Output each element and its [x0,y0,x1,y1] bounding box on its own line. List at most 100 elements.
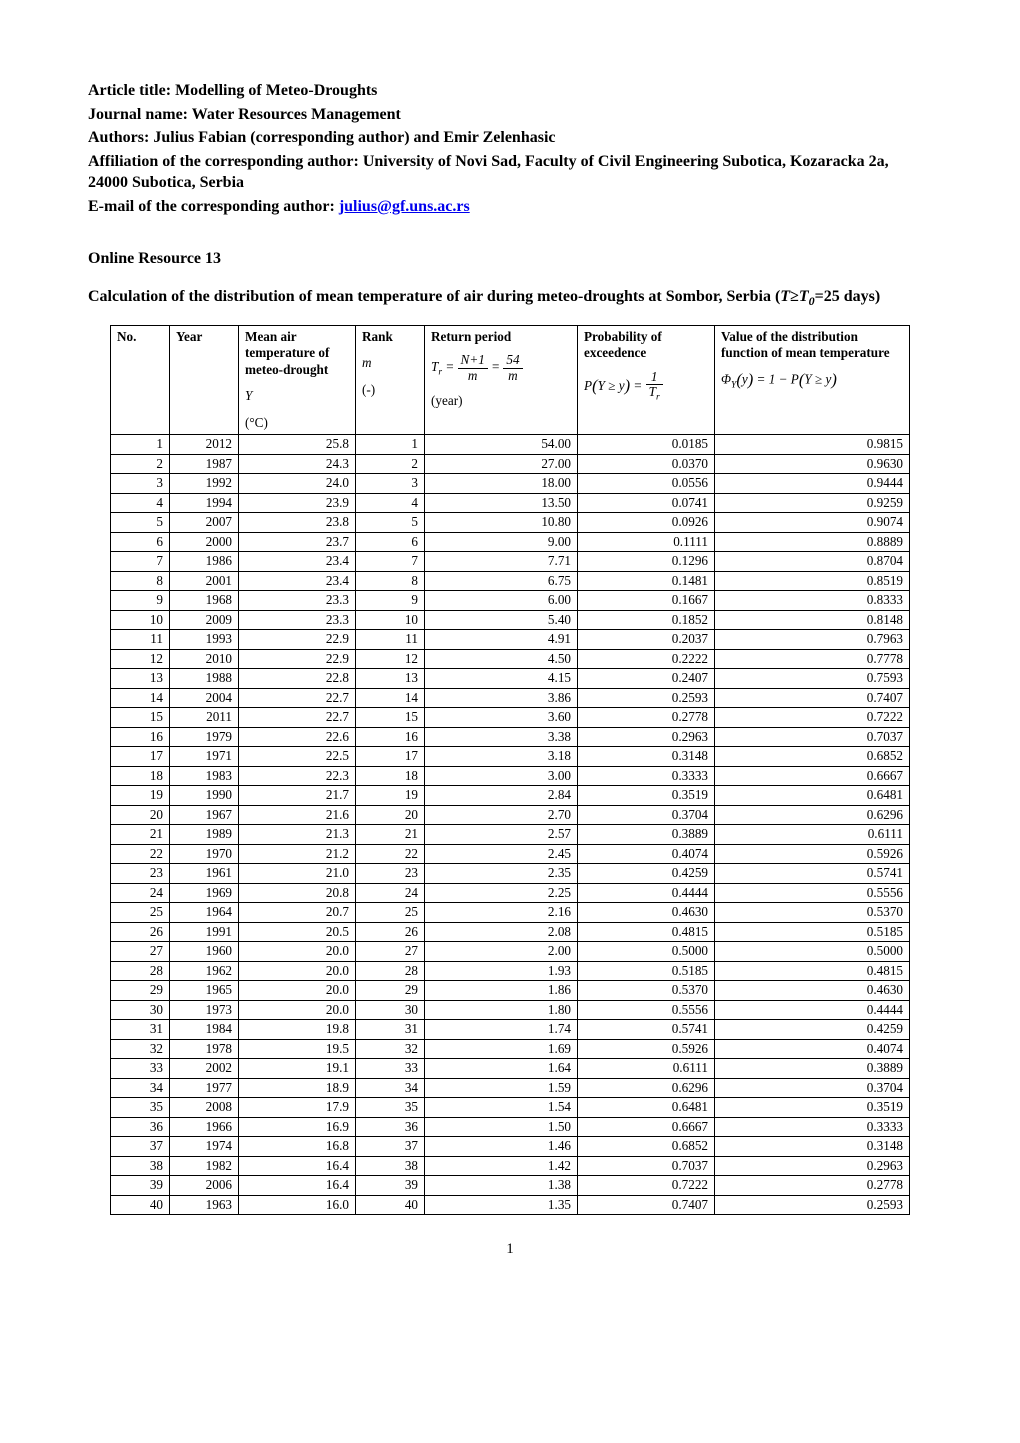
table-cell: 0.3148 [578,747,715,767]
article-title: Modelling of Meteo-Droughts [175,82,377,99]
prob-frac: 1Tr [646,370,663,404]
table-cell: 17 [111,747,170,767]
table-cell: 30 [356,1000,425,1020]
corresponding-email-link[interactable]: julius@gf.uns.ac.rs [339,198,470,215]
table-cell: 0.0185 [578,435,715,455]
table-cell: 35 [111,1098,170,1118]
table-cell: 20.8 [239,883,356,903]
table-cell: 1988 [170,669,239,689]
table-row: 13198822.8134.150.24070.7593 [111,669,910,689]
article-title-line: Article title: Modelling of Meteo-Drough… [88,80,932,102]
table-cell: 5.40 [425,610,578,630]
table-cell: 0.8519 [715,571,910,591]
table-cell: 0.7778 [715,649,910,669]
col-ret-unit: (year) [431,393,571,410]
table-cell: 28 [111,961,170,981]
table-row: 7198623.477.710.12960.8704 [111,552,910,572]
table-cell: 0.1667 [578,591,715,611]
table-cell: 0.9074 [715,513,910,533]
table-cell: 1.64 [425,1059,578,1079]
table-cell: 20.7 [239,903,356,923]
table-row: 3199224.0318.000.05560.9444 [111,474,910,494]
table-cell: 0.0556 [578,474,715,494]
table-cell: 23.4 [239,571,356,591]
table-cell: 19 [111,786,170,806]
table-cell: 10 [356,610,425,630]
table-cell: 7 [356,552,425,572]
table-cell: 0.3889 [715,1059,910,1079]
table-cell: 0.5185 [715,922,910,942]
table-cell: 1 [111,435,170,455]
table-cell: 2.16 [425,903,578,923]
prob-eq: = [630,378,646,393]
table-cell: 16.4 [239,1156,356,1176]
table-cell: 38 [111,1156,170,1176]
email-line: E-mail of the corresponding author: juli… [88,196,932,218]
table-cell: 22.7 [239,688,356,708]
table-cell: 24 [111,883,170,903]
table-cell: 0.6667 [715,766,910,786]
col-header-year: Year [170,325,239,435]
table-row: 35200817.9351.540.64810.3519 [111,1098,910,1118]
table-cell: 1983 [170,766,239,786]
table-cell: 32 [356,1039,425,1059]
table-cell: 18 [356,766,425,786]
col-header-no: No. [111,325,170,435]
table-cell: 9 [111,591,170,611]
col-header-prob: Probability of exceedence P(Y ≥ y) = 1Tr [578,325,715,435]
table-cell: 2.70 [425,805,578,825]
table-cell: 1966 [170,1117,239,1137]
table-row: 36196616.9361.500.66670.3333 [111,1117,910,1137]
table-cell: 21.0 [239,864,356,884]
table-cell: 1.59 [425,1078,578,1098]
table-cell: 0.5926 [715,844,910,864]
table-cell: 0.4815 [578,922,715,942]
table-cell: 0.6852 [578,1137,715,1157]
table-cell: 18.00 [425,474,578,494]
table-cell: 1960 [170,942,239,962]
prob-frac-num: 1 [646,370,663,386]
table-cell: 0.2963 [715,1156,910,1176]
table-row: 15201122.7153.600.27780.7222 [111,708,910,728]
table-row: 37197416.8371.460.68520.3148 [111,1137,910,1157]
table-cell: 0.4444 [578,883,715,903]
col-prob-title: Probability of exceedence [584,329,708,362]
table-cell: 23.3 [239,591,356,611]
table-cell: 25.8 [239,435,356,455]
table-cell: 2 [356,454,425,474]
table-row: 11199322.9114.910.20370.7963 [111,630,910,650]
table-cell: 4.50 [425,649,578,669]
table-cell: 17.9 [239,1098,356,1118]
table-cell: 37 [356,1137,425,1157]
table-row: 2198724.3227.000.03700.9630 [111,454,910,474]
table-row: 28196220.0281.930.51850.4815 [111,961,910,981]
table-cell: 20.0 [239,942,356,962]
table-cell: 0.3704 [715,1078,910,1098]
table-cell: 7 [111,552,170,572]
table-cell: 0.4630 [578,903,715,923]
col-no-title: No. [117,329,163,346]
table-cell: 2.57 [425,825,578,845]
table-cell: 1962 [170,961,239,981]
table-cell: 1991 [170,922,239,942]
table-cell: 0.2778 [715,1176,910,1196]
table-cell: 36 [111,1117,170,1137]
ret-frac2-num: 54 [503,353,522,369]
table-cell: 11 [356,630,425,650]
table-row: 10200923.3105.400.18520.8148 [111,610,910,630]
table-cell: 5 [356,513,425,533]
col-rank-title: Rank [362,329,418,346]
dist-Y: Y [804,372,811,387]
table-cell: 1.86 [425,981,578,1001]
table-cell: 0.2593 [578,688,715,708]
table-cell: 40 [356,1195,425,1215]
table-cell: 1.80 [425,1000,578,1020]
table-cell: 11 [111,630,170,650]
table-cell: 0.7407 [715,688,910,708]
table-cell: 16 [356,727,425,747]
table-cell: 0.0926 [578,513,715,533]
table-cell: 39 [356,1176,425,1196]
article-header: Article title: Modelling of Meteo-Drough… [88,80,932,218]
caption-eq: =25 days) [815,288,881,305]
table-row: 33200219.1331.640.61110.3889 [111,1059,910,1079]
